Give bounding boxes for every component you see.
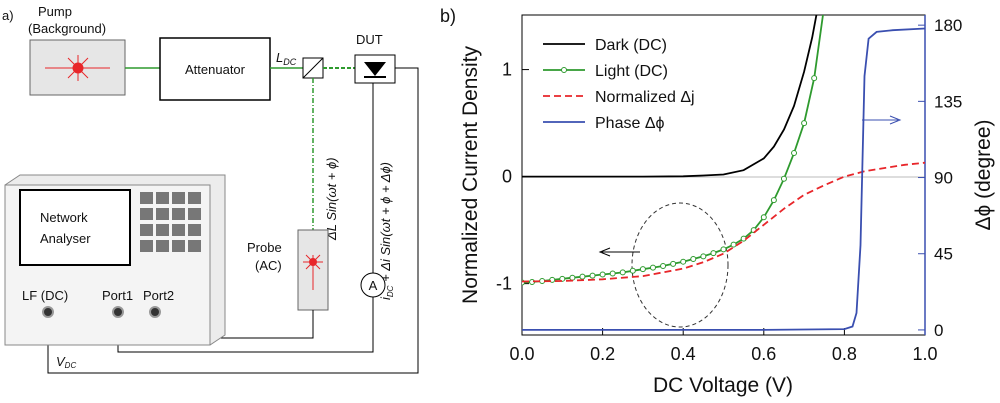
y2-tick-label: 180 (934, 16, 962, 35)
probe-label: (AC) (255, 258, 282, 273)
panel-a: a) Pump (Background) Attenuator LDC DUT … (2, 4, 419, 374)
y-tick-label: -1 (496, 274, 512, 294)
y-tick-label: 0 (502, 167, 512, 187)
y2-tick-label: 45 (934, 245, 953, 264)
line (522, 27, 925, 331)
voltage-label-sub: DC (65, 361, 77, 370)
marker (710, 250, 717, 257)
marker (660, 262, 667, 269)
pump-label: (Background) (28, 21, 106, 36)
marker (670, 260, 677, 267)
marker (589, 272, 596, 279)
line (522, 161, 925, 283)
dut-label: DUT (356, 32, 383, 47)
x-tick-label: 0.0 (509, 344, 534, 364)
y-axis-label: Normalized Current Density (459, 46, 482, 304)
marker (720, 246, 727, 253)
beam-label-main: L (276, 50, 283, 65)
port (112, 306, 124, 318)
marker (801, 120, 808, 127)
pump-label: Pump (38, 4, 72, 19)
legend-marker (561, 67, 567, 73)
marker (770, 197, 777, 204)
panel-label: a) (2, 8, 14, 23)
laser-icon (45, 55, 110, 81)
voltage-label: VDC (56, 354, 76, 370)
marker (559, 275, 566, 282)
marker (680, 258, 687, 265)
line (522, 15, 824, 284)
marker (599, 271, 606, 278)
line (522, 15, 818, 178)
beam-label-sub: DC (283, 57, 296, 67)
annotation-arrow (598, 247, 640, 257)
diode-icon (364, 62, 386, 76)
analyser-label: Network (40, 210, 88, 225)
marker (780, 175, 787, 182)
legend-label: Light (DC) (595, 63, 668, 80)
marker (730, 241, 737, 248)
port-label: Port1 (102, 288, 133, 303)
marker (649, 264, 656, 271)
panel-b: b) DC Voltage (V) Normalized Current Den… (440, 3, 995, 397)
port-label: LF (DC) (22, 288, 68, 303)
annotation-arrow (862, 115, 902, 125)
marker (700, 253, 707, 260)
analyser-screen (19, 189, 131, 266)
marker (811, 75, 818, 82)
ammeter-label: A (369, 278, 378, 293)
probe-label: Probe (247, 240, 282, 255)
annotation-ellipse (631, 202, 729, 328)
marker (822, 3, 827, 8)
current-signal-main: i (378, 296, 393, 300)
legend-label: Normalized Δj (595, 89, 695, 106)
current-signal: iDC + Δi Sin(ωt + ϕ + Δϕ) (378, 162, 395, 300)
legend-label: Dark (DC) (595, 37, 667, 54)
y2-axis-label: Δϕ (degree) (972, 120, 995, 231)
y-tick-label: 1 (502, 60, 512, 80)
voltage-label-main: V (56, 354, 66, 369)
current-signal-rest: + Δi Sin(ωt + ϕ + Δϕ) (378, 162, 393, 286)
y2-tick-label: 0 (934, 321, 943, 340)
marker (690, 256, 697, 263)
plot-area (522, 3, 925, 331)
beam-label: LDC (276, 50, 297, 67)
x-tick-label: 0.4 (671, 344, 696, 364)
y2-tick-label: 135 (934, 92, 962, 111)
attenuator-box (159, 37, 271, 101)
x-tick-label: 0.6 (751, 344, 776, 364)
beam-splitter (302, 57, 324, 79)
marker (791, 150, 798, 157)
ammeter (360, 272, 386, 298)
port (42, 306, 54, 318)
panel-label: b) (440, 6, 456, 26)
y2-tick-label: 90 (934, 169, 953, 188)
current-signal-sub: DC (386, 285, 395, 297)
laser-icon (303, 254, 323, 290)
marker (539, 277, 546, 284)
keypad (140, 192, 201, 252)
probe-signal: ΔL Sin(ωt + ϕ) (324, 157, 339, 241)
marker (569, 274, 576, 281)
legend-label: Phase Δϕ (595, 115, 665, 132)
port-label: Port2 (143, 288, 174, 303)
marker (629, 267, 636, 274)
attenuator-label: Attenuator (185, 62, 246, 77)
x-tick-label: 0.2 (590, 344, 615, 364)
port (149, 306, 161, 318)
x-tick-label: 1.0 (912, 344, 937, 364)
marker (760, 214, 767, 221)
marker (619, 269, 626, 276)
marker (609, 270, 616, 277)
x-axis-label: DC Voltage (V) (653, 374, 793, 397)
marker (579, 273, 586, 280)
analyser-label: Analyser (40, 231, 91, 246)
marker (639, 266, 646, 273)
x-tick-label: 0.8 (832, 344, 857, 364)
